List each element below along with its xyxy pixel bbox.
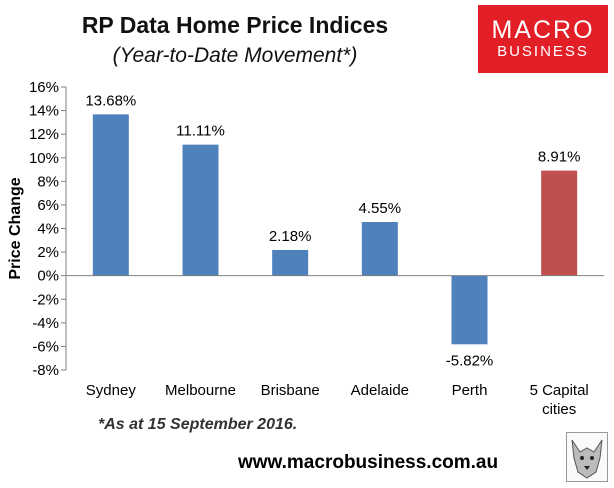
data-label: 2.18% <box>269 228 312 245</box>
x-tick-label: cities <box>542 401 576 418</box>
chart-title: RP Data Home Price Indices <box>81 12 389 38</box>
x-tick-label: 5 Capital <box>530 382 589 399</box>
x-tick-label: Brisbane <box>261 382 320 399</box>
bar-chart: -8% -6% -4% -2% 0% 2% 4% 6% 8% 10% 12% 14% 16% Price … <box>7 80 604 418</box>
bar <box>541 170 578 276</box>
macrobusiness-logo: MACRO BUSINESS <box>478 5 608 73</box>
x-tick-label: Sydney <box>86 382 137 399</box>
bar <box>182 144 219 276</box>
data-label: 13.68% <box>85 92 136 109</box>
y-tick-label: 10% <box>29 150 59 167</box>
y-tick-label: 4% <box>37 221 59 238</box>
x-tick-label: Melbourne <box>165 382 236 399</box>
chart-subtitle: (Year-to-Date Movement*) <box>112 44 358 67</box>
bar <box>92 114 129 276</box>
wolf-logo-icon <box>566 432 608 482</box>
footnote: *As at 15 September 2016. <box>98 416 298 433</box>
y-axis-title: Price Change <box>7 177 24 279</box>
data-label: -5.82% <box>446 352 494 369</box>
logo-line-2: BUSINESS <box>497 43 589 60</box>
bar <box>361 222 398 276</box>
data-label: 11.11% <box>176 123 225 140</box>
y-tick-label: -2% <box>32 291 59 308</box>
bar <box>451 275 488 345</box>
x-tick-label: Perth <box>452 382 488 399</box>
bar <box>272 249 309 276</box>
logo-line-1: MACRO <box>491 16 595 44</box>
y-tick-label: 6% <box>37 197 59 214</box>
data-label: 8.91% <box>538 149 581 166</box>
y-tick-label: 8% <box>37 173 59 190</box>
y-tick-label: -6% <box>32 338 59 355</box>
y-tick-label: 0% <box>37 268 59 285</box>
website-url[interactable]: www.macrobusiness.com.au <box>238 452 499 473</box>
data-label: 4.55% <box>359 200 402 217</box>
y-tick-label: -4% <box>32 315 59 332</box>
y-tick-label: 2% <box>37 244 59 261</box>
y-tick-label: 16% <box>29 80 59 96</box>
x-tick-label: Adelaide <box>351 382 409 399</box>
y-tick-label: -8% <box>32 362 59 379</box>
y-tick-label: 14% <box>29 103 59 120</box>
y-tick-label: 12% <box>29 126 59 143</box>
